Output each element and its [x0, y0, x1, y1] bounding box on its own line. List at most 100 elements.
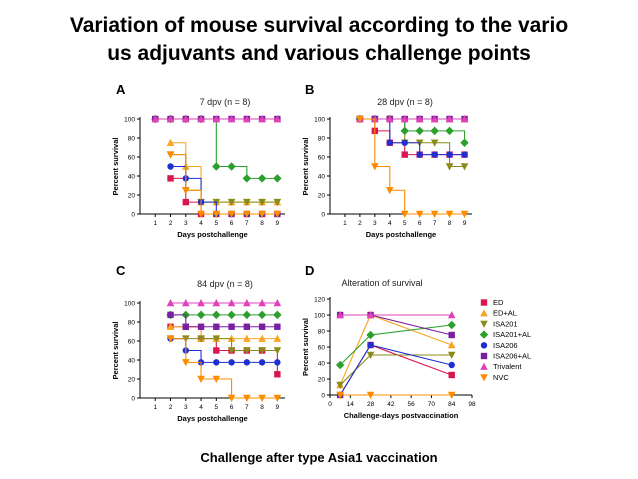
data-point [212, 162, 221, 171]
legend-item: ISA206+AL [480, 352, 531, 361]
data-point [167, 311, 174, 319]
data-point [258, 359, 266, 366]
y-tick-label: 100 [124, 117, 135, 124]
y-tick-label: 40 [318, 361, 326, 368]
data-point [273, 198, 282, 207]
y-tick-label: 40 [128, 358, 136, 365]
data-point [447, 391, 456, 399]
y-tick-label: 20 [128, 193, 136, 200]
data-point [415, 126, 424, 136]
panel-C: C 84 dpv (n = 8) 0 20 40 60 80 100 1 2 3 4 5 6 7 8 9 Days… [111, 263, 285, 423]
legend-item: ED [480, 298, 504, 307]
data-point [274, 359, 281, 366]
data-point [213, 323, 220, 330]
x-tick-label: 1 [153, 220, 157, 227]
data-point [445, 115, 454, 123]
legend-label: ISA206+AL [493, 352, 531, 361]
x-tick-label: 84 [448, 401, 456, 408]
data-point [273, 299, 282, 307]
legend-swatch [479, 330, 489, 339]
data-point [448, 371, 455, 379]
series-ISA201+AL [166, 310, 282, 320]
data-point [242, 310, 252, 320]
data-point [227, 299, 236, 307]
data-point [366, 391, 375, 399]
x-tick-label: 70 [428, 401, 436, 408]
data-point [274, 371, 281, 378]
data-point [416, 151, 423, 158]
data-point [258, 198, 266, 207]
data-point [243, 115, 251, 123]
data-point [415, 115, 424, 123]
data-point [227, 310, 236, 320]
data-point [197, 375, 205, 383]
data-point [151, 115, 160, 123]
data-point [166, 138, 175, 146]
data-point [446, 151, 453, 158]
data-point [447, 311, 456, 319]
x-tick-label: 7 [433, 220, 437, 227]
x-tick-label: 8 [260, 404, 264, 411]
data-point [181, 115, 190, 123]
data-point [460, 115, 469, 123]
x-axis-label: Days postchallenge [366, 230, 436, 239]
data-point [461, 151, 468, 158]
data-point [430, 115, 439, 123]
x-tick-label: 42 [387, 401, 395, 408]
data-point [243, 347, 251, 355]
data-point [336, 381, 344, 389]
y-axis-label: Percent survival [111, 138, 120, 196]
data-point [258, 347, 266, 355]
data-point [228, 323, 235, 330]
data-point [212, 210, 221, 218]
y-tick-label: 60 [318, 345, 326, 352]
y-tick-label: 80 [128, 136, 136, 143]
data-point [430, 210, 439, 218]
x-tick-label: 9 [276, 404, 280, 411]
x-tick-label: 6 [230, 220, 234, 227]
legend-swatch [480, 342, 488, 349]
data-point [336, 391, 344, 399]
data-point [447, 341, 456, 349]
data-point [227, 162, 236, 171]
series-Trivalent [336, 311, 456, 319]
series-ISA201 [336, 351, 456, 389]
panel-A: A 7 dpv (n = 8) 0 20 40 60 80 100 1 2 3 4 5 6 7 8 9 Days … [111, 82, 285, 239]
y-tick-label: 80 [318, 136, 326, 143]
y-tick-label: 20 [318, 193, 326, 200]
data-point [242, 174, 252, 183]
series-Trivalent [166, 299, 282, 307]
data-point [448, 331, 455, 339]
x-tick-label: 3 [184, 220, 188, 227]
panel-B: B 28 dpv (n = 8) 0 20 40 60 80 100 1 2 3 4 5 6 7 8 9 Days… [301, 82, 472, 239]
series-line [339, 354, 452, 386]
y-tick-label: 0 [131, 396, 135, 403]
y-tick-label: 0 [321, 393, 325, 400]
series-NVC [356, 115, 469, 218]
data-point [445, 126, 454, 136]
y-axis-label: Percent survival [301, 318, 310, 376]
data-point [166, 322, 175, 330]
series-NVC [166, 151, 282, 218]
y-tick-label: 100 [314, 117, 325, 124]
x-tick-label: 4 [199, 404, 203, 411]
data-point [181, 359, 190, 367]
x-tick-label: 98 [468, 401, 476, 408]
series-line [170, 338, 278, 352]
legend-label: ED [493, 298, 504, 307]
data-point [243, 198, 251, 207]
data-point [197, 210, 205, 218]
legend-label: ISA201+AL [493, 330, 531, 339]
data-point [197, 115, 205, 123]
data-point [400, 115, 409, 123]
data-point [197, 335, 205, 343]
y-tick-label: 80 [318, 329, 326, 336]
data-point [415, 210, 424, 218]
data-point [228, 359, 235, 366]
y-tick-label: 120 [314, 297, 325, 304]
data-point [447, 351, 456, 359]
series-line [359, 118, 465, 156]
data-point [181, 299, 190, 307]
data-point [366, 311, 375, 319]
series-line [170, 177, 278, 215]
